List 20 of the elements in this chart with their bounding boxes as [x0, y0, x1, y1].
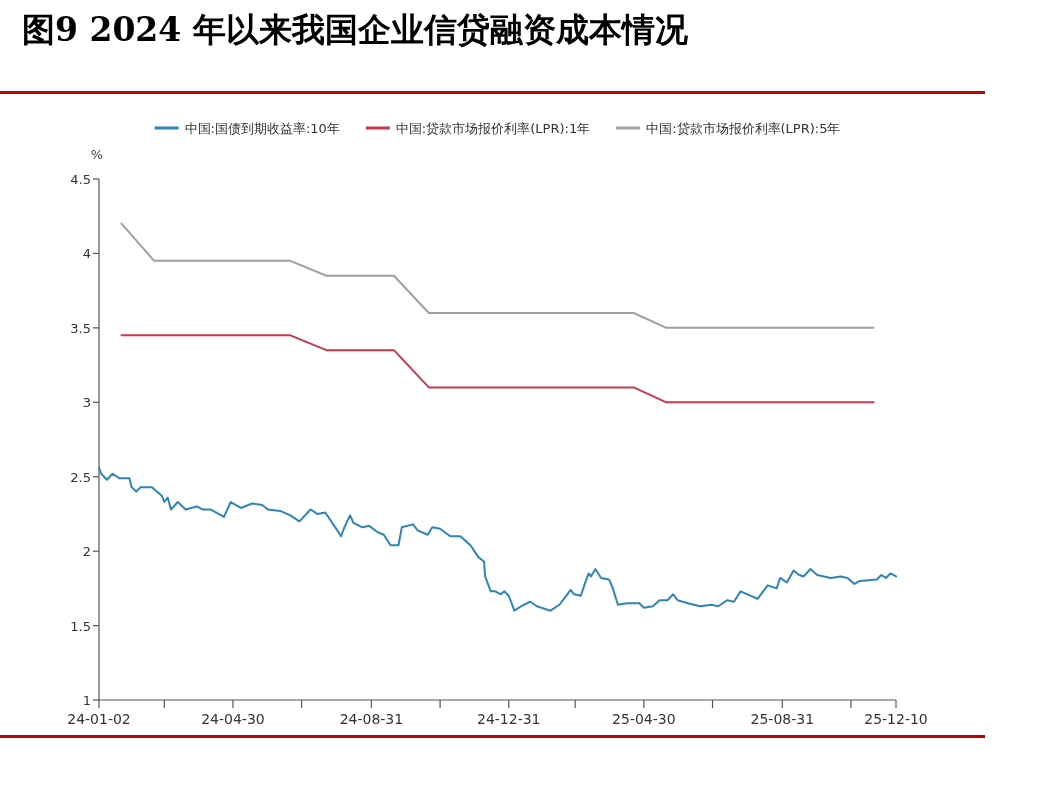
y-tick-label: 4 — [82, 246, 91, 262]
y-tick-label: 3.5 — [70, 320, 91, 336]
y-axis-title: % — [90, 147, 104, 162]
y-tick-label: 3 — [82, 395, 91, 411]
x-tick-label: 25-12-10 — [864, 711, 928, 727]
y-tick-label: 2.5 — [70, 469, 91, 485]
y-tick-label: 1.5 — [70, 618, 91, 634]
x-tick-label: 25-04-30 — [612, 711, 676, 727]
chart-title: 图9 2024 年以来我国企业信贷融资成本情况 — [22, 9, 688, 51]
legend-label: 中国:国债到期收益率:10年 — [184, 121, 340, 136]
x-tick-label: 24-08-31 — [339, 711, 404, 727]
y-tick-label: 2 — [82, 544, 91, 560]
x-tick-label: 24-04-30 — [201, 711, 265, 727]
x-tick-label: 25-08-31 — [750, 711, 815, 727]
legend-label: 中国:贷款市场报价利率(LPR):1年 — [395, 121, 591, 136]
x-tick-label: 24-12-31 — [476, 711, 541, 727]
legend-label: 中国:贷款市场报价利率(LPR):5年 — [646, 121, 841, 136]
y-tick-label: 1 — [82, 693, 91, 708]
x-tick-label: 24-01-02 — [67, 711, 131, 727]
y-tick-label: 4.5 — [70, 172, 91, 187]
